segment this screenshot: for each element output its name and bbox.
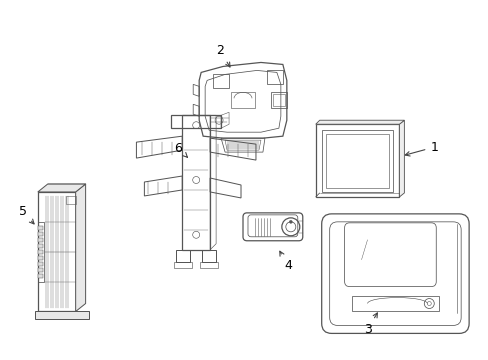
Polygon shape [38, 250, 42, 254]
Text: 1: 1 [405, 141, 437, 156]
Polygon shape [38, 244, 42, 248]
Polygon shape [35, 311, 88, 319]
Polygon shape [38, 262, 42, 266]
Polygon shape [38, 184, 85, 192]
Polygon shape [38, 274, 42, 278]
Polygon shape [38, 268, 42, 272]
Text: 2: 2 [216, 44, 229, 67]
Polygon shape [315, 120, 404, 124]
Polygon shape [76, 184, 85, 311]
Polygon shape [38, 226, 42, 230]
Polygon shape [38, 232, 42, 236]
Text: 4: 4 [279, 251, 291, 272]
Circle shape [289, 220, 292, 223]
Text: 3: 3 [363, 313, 377, 336]
Polygon shape [38, 238, 42, 242]
Polygon shape [38, 256, 42, 260]
Text: 6: 6 [174, 141, 187, 157]
Text: 5: 5 [19, 205, 34, 224]
Polygon shape [399, 120, 404, 197]
